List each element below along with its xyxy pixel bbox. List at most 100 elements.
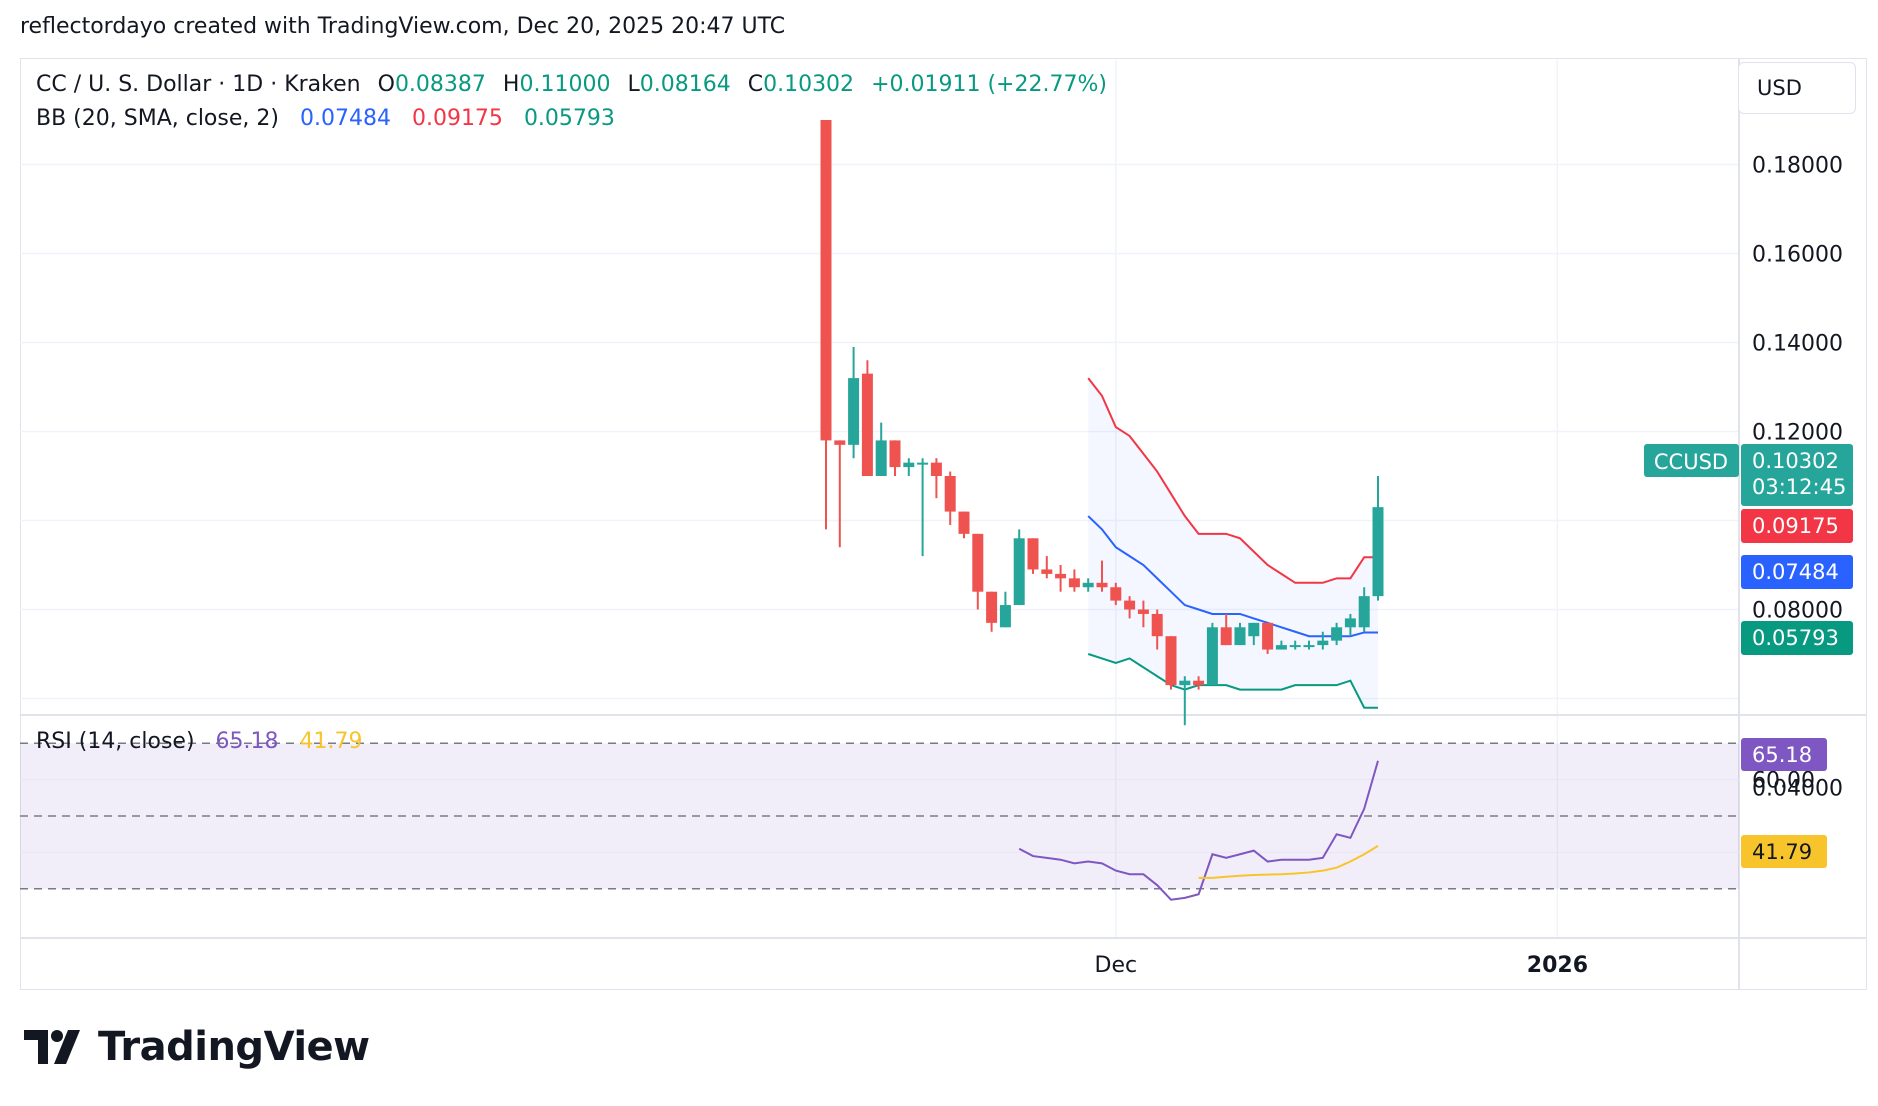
time-tick-2026: 2026 — [1527, 953, 1588, 978]
bb-basis-value: 0.07484 — [299, 106, 391, 131]
rsi-ma-value: 41.79 — [299, 729, 363, 754]
candle — [1358, 587, 1370, 632]
chart-frame — [20, 58, 1867, 990]
candle — [1303, 640, 1315, 650]
candle — [930, 458, 942, 499]
open-label: O — [377, 72, 395, 97]
candle-body — [1055, 573, 1067, 579]
candle-body — [1317, 640, 1329, 646]
rsi-ma-badge-text: 41.79 — [1752, 840, 1812, 864]
rsi-badge-box — [1741, 738, 1827, 771]
candle — [1082, 578, 1094, 592]
bb-lower-badge-text: 0.05793 — [1752, 626, 1839, 650]
candle — [1275, 640, 1287, 650]
open-value: 0.08387 — [394, 72, 486, 97]
candle — [999, 591, 1011, 628]
rsi-tick-label: 60.00 — [1752, 769, 1815, 794]
bb-upper-value: 0.09175 — [411, 106, 503, 131]
price-tick-label: 0.16000 — [1752, 243, 1843, 268]
rsi-ma-badge: 41.79 — [1741, 835, 1827, 868]
candle — [1179, 676, 1191, 726]
candle — [1372, 476, 1384, 601]
symbol-title[interactable]: CC / U. S. Dollar · 1D · Kraken — [36, 72, 361, 97]
bb-upper-line — [1087, 377, 1378, 584]
candle — [958, 511, 970, 539]
candle — [1344, 613, 1356, 637]
tradingview-logo[interactable]: TradingView — [24, 1024, 370, 1070]
candle — [1331, 622, 1343, 646]
currency-button[interactable]: USD — [1738, 62, 1856, 114]
last-price-badge-text: 0.10302 — [1752, 449, 1839, 473]
candle — [1234, 622, 1246, 646]
low-label: L — [627, 72, 640, 97]
candle — [1055, 565, 1067, 592]
change-value: +0.01911 (+22.77%) — [871, 72, 1107, 97]
candle — [1124, 596, 1136, 619]
high-value: 0.11000 — [519, 72, 611, 97]
symbol-tag-box — [1644, 444, 1739, 477]
credit-line: reflectordayo created with TradingView.c… — [20, 14, 786, 39]
candle-body — [999, 605, 1011, 628]
candle-body — [944, 476, 956, 512]
price-tick-label: 0.18000 — [1752, 154, 1843, 179]
bb-basis-badge-text: 0.07484 — [1752, 560, 1839, 584]
tradingview-logo-icon — [24, 1030, 80, 1064]
rsi-badge-text: 65.18 — [1752, 743, 1812, 767]
candle — [903, 458, 915, 476]
symbol-tag-text: CCUSD — [1654, 450, 1728, 474]
candle-body — [834, 440, 846, 445]
candle-body — [820, 120, 832, 441]
candle-body — [848, 378, 860, 445]
candle-body — [1027, 538, 1039, 570]
candle — [1262, 622, 1274, 654]
price-tick-label: 0.14000 — [1752, 332, 1843, 357]
bb-lower-badge-box — [1741, 621, 1853, 655]
candle-body — [1193, 680, 1205, 686]
price-axis: 0.18000 0.16000 0.14000 0.12000 0.08000 0.040… — [1095, 154, 1843, 979]
bb-upper-badge-box — [1741, 509, 1853, 543]
candle — [1068, 569, 1080, 592]
bb-upper-badge: 0.09175 — [1741, 509, 1853, 543]
bb-upper-badge-text: 0.09175 — [1752, 514, 1839, 538]
bb-label[interactable]: BB (20, SMA, close, 2) — [36, 106, 279, 131]
candle — [861, 360, 873, 476]
bb-fill — [1088, 378, 1378, 708]
candle-body — [930, 462, 942, 476]
candle-body — [958, 511, 970, 534]
bb-lower-badge: 0.05793 — [1741, 621, 1853, 655]
symbol-tag: CCUSD — [1644, 444, 1739, 477]
close-value: 0.10302 — [763, 72, 855, 97]
candle-body — [1289, 645, 1301, 648]
candle — [944, 471, 956, 525]
bb-legend[interactable]: BB (20, SMA, close, 2) 0.07484 0.09175 0… — [36, 106, 615, 131]
rsi-line — [1018, 760, 1379, 901]
rsi-pane — [20, 742, 1739, 901]
candle-body — [1372, 507, 1384, 597]
candle-body — [1124, 600, 1136, 610]
candle-body — [1331, 627, 1343, 641]
candle — [834, 440, 846, 548]
candle-body — [1068, 578, 1080, 588]
candle-body — [1303, 645, 1315, 648]
bb-lines — [1087, 377, 1378, 709]
candle — [1096, 560, 1108, 592]
candle-body — [861, 373, 873, 476]
rsi-legend[interactable]: RSI (14, close) 65.18 41.79 — [36, 729, 363, 754]
high-label: H — [502, 72, 520, 97]
candle — [1013, 529, 1025, 606]
candle — [1317, 631, 1329, 650]
candle — [1151, 609, 1163, 650]
candle-body — [1206, 627, 1218, 686]
candle — [1289, 640, 1301, 650]
candle — [972, 533, 984, 610]
time-tick-dec: Dec — [1095, 953, 1138, 978]
candle-body — [875, 440, 887, 476]
candle-body — [903, 462, 915, 468]
candle-body — [1151, 613, 1163, 637]
low-value: 0.08164 — [639, 72, 731, 97]
rsi-label[interactable]: RSI (14, close) — [36, 729, 195, 754]
bb-band-fill — [1088, 378, 1378, 708]
bb-lower-value: 0.05793 — [523, 106, 615, 131]
